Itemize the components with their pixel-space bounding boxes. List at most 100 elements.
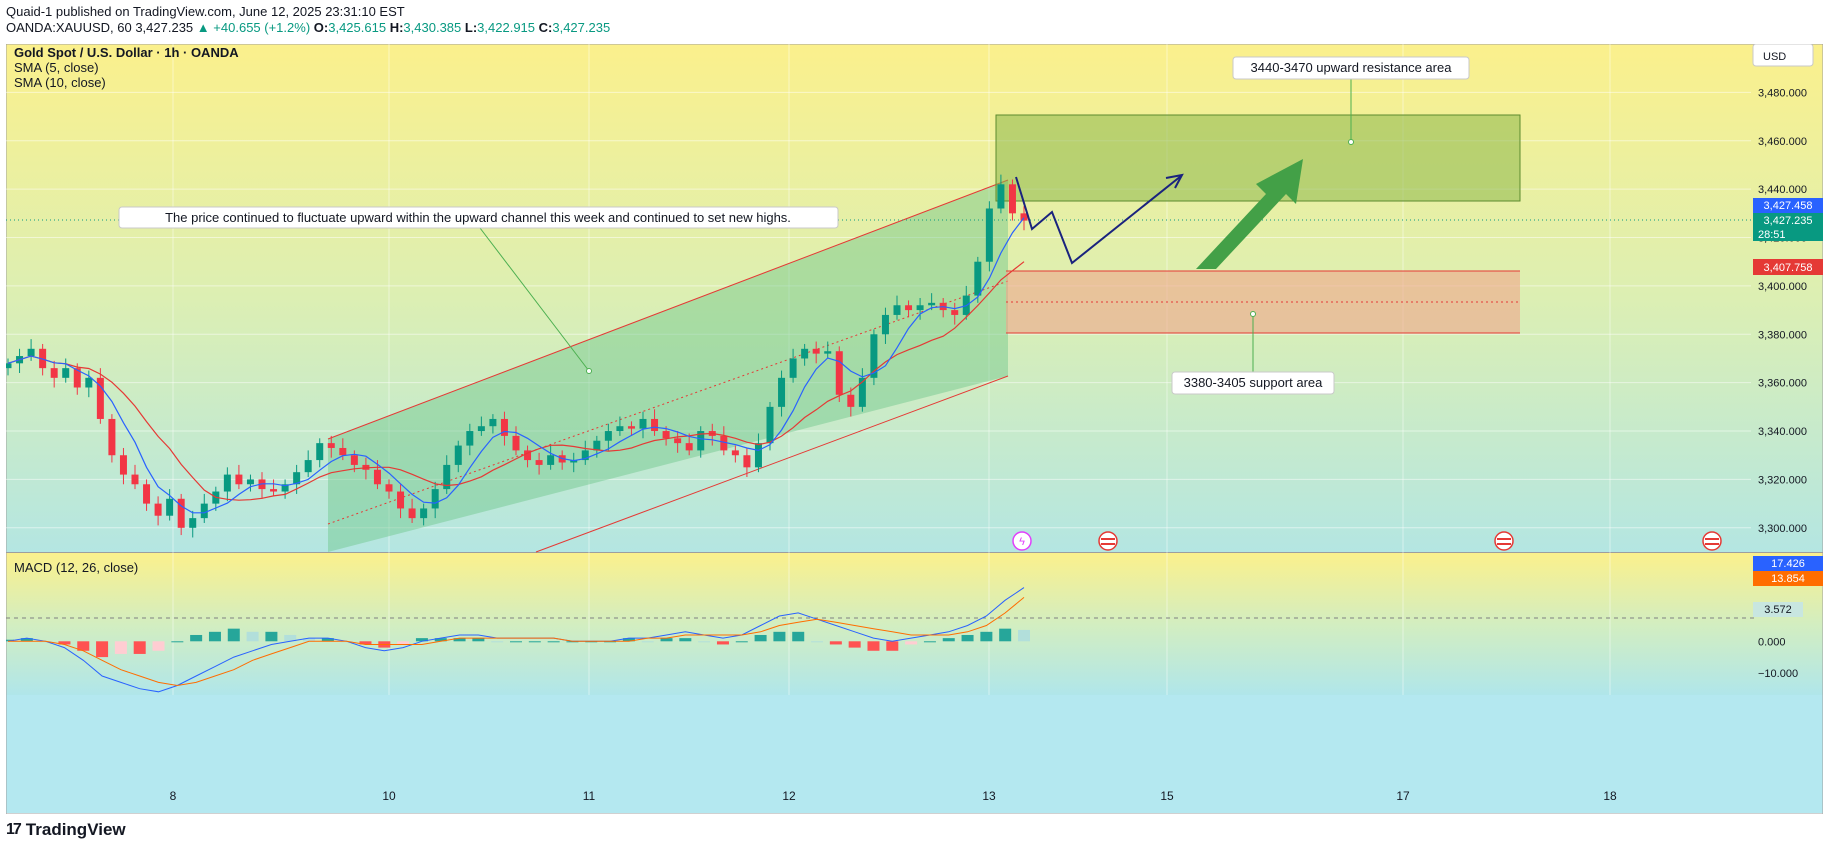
macd-hist-bar xyxy=(96,641,109,658)
projected-path xyxy=(1015,175,1182,265)
low-value: 3,422.915 xyxy=(477,20,536,35)
candle-body xyxy=(858,377,866,407)
tradingview-logo[interactable]: 17 TradingView xyxy=(6,820,126,840)
candle-body xyxy=(154,503,162,516)
us-flag-icon[interactable] xyxy=(1494,531,1514,551)
macd-hist-bar xyxy=(359,641,372,645)
candle-body xyxy=(789,358,797,378)
candle-body xyxy=(1020,213,1028,221)
dividend-event-icon[interactable] xyxy=(1012,531,1032,551)
sma5-line xyxy=(7,217,1025,514)
macd-hist-bar xyxy=(190,634,203,642)
macd-hist-bar xyxy=(472,638,485,642)
macd-hist-bar xyxy=(547,641,560,643)
macd-hist-bar xyxy=(397,641,410,645)
macd-hist-bar xyxy=(999,628,1012,642)
change-arrow-icon: ▲ xyxy=(196,20,210,35)
channel-upper-line xyxy=(327,179,1009,440)
candle-body xyxy=(397,491,405,509)
price-tick-label: 3,340.000 xyxy=(1758,426,1807,438)
macd-legend[interactable]: MACD (12, 26, close) xyxy=(14,560,138,575)
candle-body xyxy=(512,435,520,451)
macd-hist-bar xyxy=(679,638,692,642)
candle-body xyxy=(766,406,774,444)
candle-body xyxy=(304,460,312,473)
upward-arrow-icon xyxy=(1196,159,1303,269)
time-axis-bg xyxy=(6,695,1823,813)
channel-note-box xyxy=(118,206,839,229)
candle-body xyxy=(281,484,289,492)
close-label: C: xyxy=(538,20,553,35)
us-flag-icon[interactable] xyxy=(1098,531,1118,551)
resistance-zone xyxy=(995,114,1521,202)
sma5-legend[interactable]: SMA (5, close) xyxy=(14,60,99,75)
price-tick-label: 3,300.000 xyxy=(1758,523,1807,535)
currency-button[interactable] xyxy=(1752,44,1814,67)
macd-hist-bar xyxy=(528,641,541,643)
price-tick-label: 3,360.000 xyxy=(1758,378,1807,390)
macd-hist-bar xyxy=(20,638,33,642)
candle-body xyxy=(893,305,901,315)
hist-tag-text: 3.572 xyxy=(1764,604,1792,616)
candle-body xyxy=(581,450,589,461)
candle-body xyxy=(500,418,508,436)
candle-body xyxy=(119,455,127,475)
channel-lower-line xyxy=(535,375,1009,553)
macd-hist-bar xyxy=(58,641,71,645)
candle-body xyxy=(951,310,959,315)
last-price: 3,427.235 xyxy=(135,20,194,35)
candle-body xyxy=(223,474,231,492)
macd-hist-bar xyxy=(434,638,447,642)
channel-mid-line xyxy=(327,280,1009,525)
macd-hist-bar xyxy=(980,631,993,642)
upward-channel xyxy=(328,180,1008,552)
macd-hist-bar xyxy=(867,641,880,651)
candle-body xyxy=(131,474,139,485)
macd-hist-bar xyxy=(265,631,278,642)
time-axis[interactable]: 8 10 11 12 13 15 17 18 xyxy=(170,789,1617,803)
time-tick-label: 17 xyxy=(1396,789,1410,803)
signal-line xyxy=(8,597,1025,687)
red-price-tag-text: 3,407.758 xyxy=(1764,262,1813,274)
macd-hist-bar xyxy=(886,641,899,651)
macd-hist-bar xyxy=(133,641,146,654)
channel-note-text: The price continued to fluctuate upward … xyxy=(165,210,791,225)
macd-hist-bar xyxy=(171,641,184,643)
candle-body xyxy=(477,426,485,432)
macd-hist-bar xyxy=(716,641,729,645)
resistance-anchor xyxy=(1348,139,1354,145)
candle-body xyxy=(847,394,855,407)
candle-body xyxy=(593,440,601,451)
chart-area[interactable]: The price continued to fluctuate upward … xyxy=(6,44,1823,814)
macd-hist-bar xyxy=(660,638,673,642)
sma-price-tag xyxy=(1753,198,1823,213)
candle-body xyxy=(85,377,93,388)
macd-hist-bar xyxy=(698,641,711,643)
macd-hist-bar xyxy=(923,641,936,643)
macd-hist-bar xyxy=(415,638,428,642)
event-icons[interactable]: ϟ xyxy=(1012,531,1722,551)
symbol-ohlc-line: OANDA:XAUUSD, 60 3,427.235 ▲ +40.655 (+1… xyxy=(6,20,610,35)
candle-body xyxy=(466,431,474,446)
candle-body xyxy=(246,479,254,485)
candle-body xyxy=(443,464,451,490)
candle-body xyxy=(778,377,786,407)
candle-body xyxy=(1008,184,1016,214)
macd-hist-bar xyxy=(152,641,165,651)
candle-body xyxy=(373,469,381,485)
tradingview-logo-mark: 17 xyxy=(6,821,22,838)
macd-hist-bar xyxy=(227,628,240,642)
red-price-tag xyxy=(1753,259,1823,275)
candle-body xyxy=(431,489,439,509)
candle-body xyxy=(824,351,832,354)
publish-info: Quaid-1 published on TradingView.com, Ju… xyxy=(6,4,405,19)
high-value: 3,430.385 xyxy=(403,20,462,35)
us-flag-icon[interactable] xyxy=(1702,531,1722,551)
candle-body xyxy=(720,435,728,451)
candle-body xyxy=(928,302,936,306)
sma10-legend[interactable]: SMA (10, close) xyxy=(14,75,106,90)
candle-body xyxy=(604,431,612,441)
time-tick-label: 8 xyxy=(170,789,177,803)
time-tick-label: 18 xyxy=(1603,789,1617,803)
price-tick-label: 3,400.000 xyxy=(1758,281,1807,293)
